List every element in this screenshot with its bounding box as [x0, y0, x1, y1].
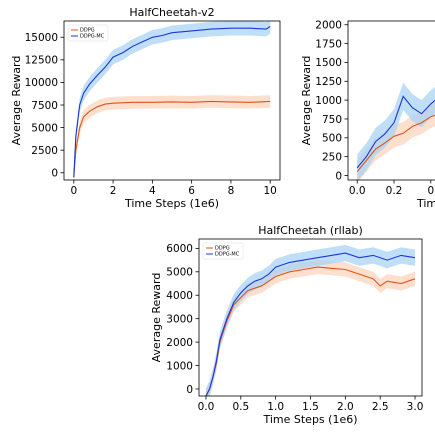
legend-box	[67, 24, 109, 42]
x-tick-label: 2.0	[337, 401, 354, 413]
y-tick-label: 15000	[25, 32, 58, 44]
x-tick-label: 2	[110, 185, 117, 197]
x-tick-label: 3.0	[407, 401, 424, 413]
chart-title: HalfCheetah (rllab)	[258, 224, 363, 237]
y-tick-label: 2000	[166, 337, 193, 349]
series-band-ddpg	[206, 260, 415, 396]
plot-area-1	[356, 82, 435, 180]
x-tick-label: 1.0	[267, 401, 284, 413]
series-band-ddpg-mc	[206, 244, 415, 396]
y-tick-label: 250	[322, 151, 342, 163]
series-band-ddpg	[73, 95, 271, 180]
axes-frame	[63, 20, 281, 181]
x-tick-label: 2.5	[372, 401, 389, 413]
legend-label-ddpg: DDPG	[215, 246, 230, 252]
legend-label-ddpg: DDPG	[80, 28, 95, 34]
x-tick-label: 0	[70, 185, 77, 197]
y-tick-label: 7500	[31, 100, 58, 112]
x-tick-label: 0.5	[232, 401, 249, 413]
y-tick-label: 1500	[315, 57, 342, 69]
x-tick-label: 0.0	[198, 401, 215, 413]
x-tick-label: 0	[427, 185, 434, 197]
series-line-ddpg-mc	[73, 25, 271, 178]
legend-label-ddpg-mc: DDPG-MC	[215, 252, 240, 258]
y-tick-label: 500	[322, 133, 342, 145]
y-tick-label: 1750	[315, 38, 342, 50]
y-tick-label: 10000	[25, 77, 58, 89]
y-tick-label: 12500	[25, 55, 58, 67]
y-tick-label: 0	[51, 168, 58, 180]
series-line-ddpg	[73, 100, 271, 178]
legend-label-ddpg-mc: DDPG-MC	[80, 34, 105, 40]
series-line-ddpg	[356, 114, 435, 173]
y-axis-label: Average Reward	[300, 56, 313, 146]
y-tick-label: 1000	[315, 95, 342, 107]
x-axis-label: Time Steps (1e6)	[262, 413, 357, 426]
x-axis-label: Time Steps (1e6)	[124, 197, 219, 210]
legend-box	[202, 242, 244, 260]
y-tick-label: 750	[322, 114, 342, 126]
x-tick-label: 0.0	[349, 185, 366, 197]
x-tick-label: 1.5	[302, 401, 319, 413]
x-tick-label: 8	[228, 185, 235, 197]
y-tick-label: 0	[186, 384, 193, 396]
x-axis-label: Tim	[416, 197, 435, 210]
y-tick-label: 2000	[315, 20, 342, 32]
x-tick-label: 10	[263, 185, 276, 197]
y-axis-label: Average Reward	[150, 273, 163, 363]
chart-title: HalfCheetah-v2	[129, 6, 214, 19]
y-tick-label: 2500	[31, 145, 58, 157]
x-tick-label: 4	[149, 185, 156, 197]
x-tick-label: 6	[188, 185, 195, 197]
y-axis-label: Average Reward	[10, 56, 23, 146]
series-band-ddpg-mc	[357, 82, 435, 180]
y-tick-label: 3000	[166, 313, 193, 325]
series-line-ddpg-mc	[356, 95, 435, 169]
y-tick-label: 5000	[31, 122, 58, 134]
plot-area-0	[73, 21, 271, 180]
y-tick-label: 5000	[166, 267, 193, 279]
y-tick-label: 6000	[166, 243, 193, 255]
y-tick-label: 0	[335, 170, 342, 182]
plot-area-2	[205, 244, 416, 396]
series-line-ddpg-mc	[205, 252, 416, 396]
x-tick-label: 0.2	[386, 185, 403, 197]
y-tick-label: 1250	[315, 76, 342, 88]
y-tick-label: 1000	[166, 360, 193, 372]
y-tick-label: 4000	[166, 290, 193, 302]
